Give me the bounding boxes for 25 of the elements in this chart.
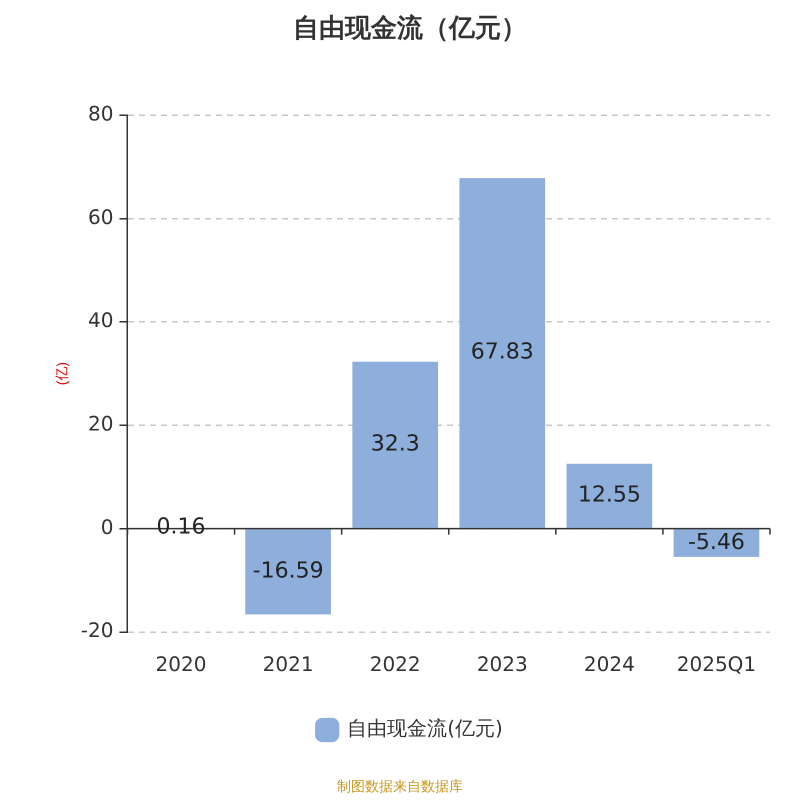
data-label: 67.83 bbox=[470, 340, 534, 365]
bar bbox=[245, 529, 331, 614]
y-tick-label: -20 bbox=[80, 618, 114, 642]
legend-label: 自由现金流(亿元) bbox=[347, 716, 503, 740]
x-tick-label: 2025Q1 bbox=[676, 652, 756, 676]
x-tick-label: 2020 bbox=[156, 652, 206, 676]
bar bbox=[352, 362, 438, 528]
y-tick-label: 60 bbox=[88, 204, 114, 229]
bar bbox=[566, 464, 652, 528]
data-label: -5.46 bbox=[688, 530, 745, 555]
x-tick-label: 2022 bbox=[370, 652, 421, 676]
bar bbox=[459, 178, 546, 528]
y-tick-label: 40 bbox=[88, 308, 114, 332]
y-tick-label: 0 bbox=[100, 514, 114, 539]
y-axis-title: (亿) bbox=[53, 362, 70, 386]
x-tick-label: 2023 bbox=[476, 652, 528, 676]
data-label: 32.3 bbox=[370, 432, 420, 457]
y-tick-label: 20 bbox=[88, 411, 114, 436]
text: 制图数据来自数据库 bbox=[336, 778, 464, 796]
data-label: -16.59 bbox=[252, 558, 324, 584]
x-tick-label: 2024 bbox=[584, 652, 635, 676]
y-tick-label: 80 bbox=[88, 101, 114, 126]
chart-title: 自由现金流（亿元） bbox=[293, 13, 527, 44]
data-label: 12.55 bbox=[578, 482, 641, 508]
x-tick-label: 2021 bbox=[262, 652, 314, 676]
